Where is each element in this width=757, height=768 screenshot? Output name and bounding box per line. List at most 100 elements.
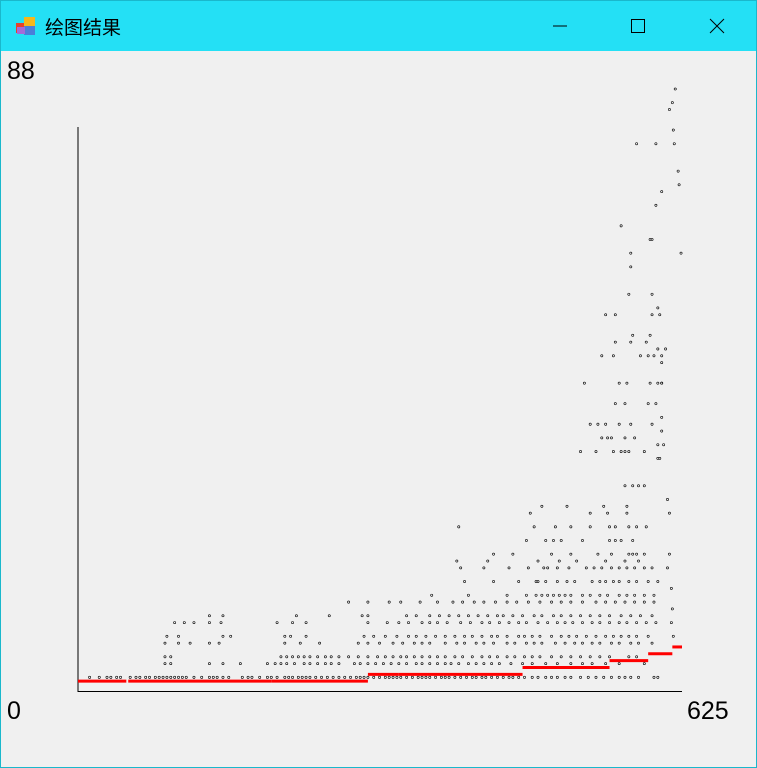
data-point [658, 457, 662, 460]
data-point [642, 593, 646, 597]
data-point [606, 593, 609, 597]
minimize-button[interactable] [521, 1, 599, 51]
data-point [569, 552, 573, 556]
data-point [447, 614, 451, 618]
close-button[interactable] [678, 1, 756, 51]
data-point [584, 566, 588, 570]
data-point [625, 621, 629, 624]
data-point [670, 101, 674, 105]
data-point [629, 675, 633, 679]
data-point [652, 593, 656, 597]
data-point [646, 354, 650, 358]
data-point [269, 675, 273, 679]
data-point [656, 347, 660, 351]
data-point [399, 675, 403, 679]
data-point [613, 539, 617, 542]
data-point [629, 641, 633, 645]
data-point [569, 614, 573, 618]
data-point [329, 662, 333, 666]
data-point [407, 621, 410, 624]
data-point [507, 566, 511, 570]
data-point [461, 600, 465, 604]
data-point [581, 600, 584, 604]
data-point [414, 614, 418, 618]
data-point [490, 662, 494, 666]
data-point [610, 675, 613, 679]
data-point [642, 450, 646, 453]
data-point [629, 340, 633, 344]
data-point [449, 662, 453, 666]
data-point [291, 675, 294, 679]
data-point [559, 614, 563, 618]
data-point [200, 675, 204, 679]
data-point [646, 580, 650, 583]
data-point [604, 662, 608, 666]
data-point [679, 251, 683, 255]
data-point [617, 675, 621, 679]
data-point [538, 600, 542, 604]
data-point [656, 675, 660, 679]
data-point [472, 600, 476, 604]
data-point [557, 593, 561, 597]
data-point [631, 484, 635, 488]
data-point [617, 662, 621, 666]
data-point [521, 662, 524, 666]
data-point [530, 662, 534, 666]
data-point [480, 675, 484, 679]
data-point [337, 655, 341, 659]
data-point [511, 552, 515, 556]
data-point [453, 675, 457, 679]
data-point [517, 621, 521, 624]
data-point [177, 634, 180, 638]
data-point [544, 675, 548, 679]
data-point [610, 566, 613, 570]
plot-area: 88 0 625 [1, 51, 756, 767]
data-point [633, 436, 637, 440]
data-point [604, 580, 608, 583]
data-point [517, 580, 521, 583]
data-point [565, 580, 569, 583]
data-point [569, 525, 573, 529]
data-point [664, 347, 667, 351]
data-point [557, 559, 561, 563]
data-point [488, 655, 492, 659]
x-max-label: 625 [687, 697, 729, 725]
data-point [443, 641, 447, 645]
data-point [581, 539, 584, 542]
data-point [401, 641, 405, 645]
data-point [617, 381, 621, 385]
data-point [354, 675, 358, 679]
data-point [611, 354, 615, 358]
data-point [642, 600, 646, 604]
data-point [606, 511, 609, 515]
data-point [575, 559, 579, 563]
data-point [579, 655, 582, 659]
data-point [604, 600, 608, 604]
data-point [584, 634, 588, 638]
data-point [623, 450, 627, 453]
data-point [608, 655, 611, 659]
data-point [602, 675, 606, 679]
data-point [221, 675, 225, 679]
data-point [376, 655, 379, 659]
data-point [165, 675, 169, 679]
data-point [569, 675, 573, 679]
data-point [559, 634, 563, 638]
data-point [283, 675, 287, 679]
data-point [420, 662, 424, 666]
data-point [496, 634, 499, 638]
data-point [611, 450, 615, 453]
maximize-button[interactable] [599, 1, 677, 51]
data-point [211, 675, 215, 679]
data-point [625, 566, 629, 570]
title-bar[interactable]: 绘图结果 [1, 1, 756, 51]
data-point [644, 340, 648, 344]
data-point [642, 552, 646, 556]
data-point [482, 641, 486, 645]
data-point [623, 675, 627, 679]
data-point [509, 662, 513, 666]
data-point [581, 593, 584, 597]
data-point [600, 354, 604, 358]
data-point [642, 662, 646, 666]
